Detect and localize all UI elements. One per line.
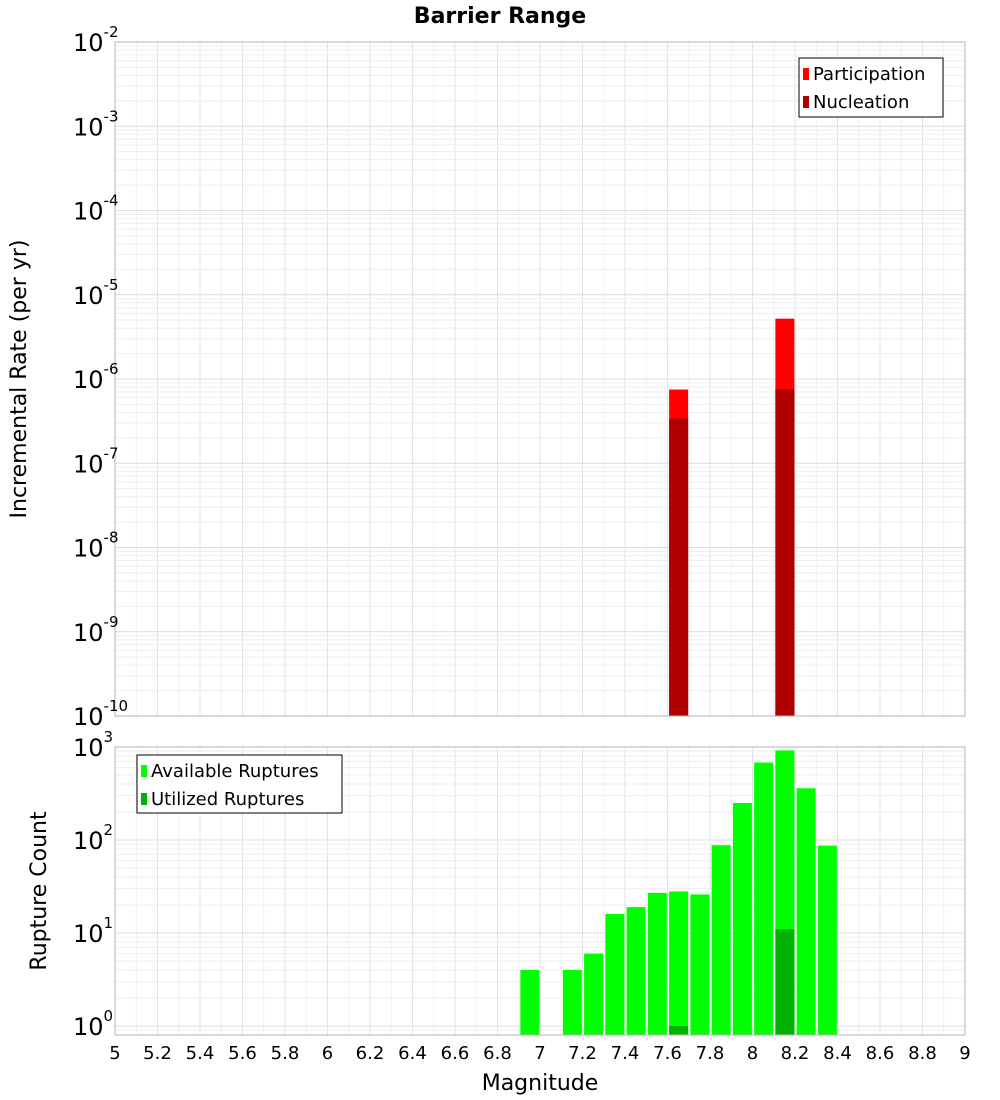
top-y-tick-label: 10-7 [73, 444, 119, 478]
bottom-y-tick-label: 103 [73, 728, 113, 762]
bottom-bar-available-ruptures [796, 788, 816, 1035]
top-y-axis-label: Incremental Rate (per yr) [7, 240, 32, 519]
top-y-tick-label: 10-10 [73, 697, 128, 731]
bottom-bar-available-ruptures [732, 802, 752, 1035]
legend-swatch-nucleation [803, 96, 809, 108]
x-tick-label: 8 [747, 1043, 758, 1064]
bottom-bar-available-ruptures [626, 907, 646, 1035]
bottom-bar-available-ruptures [817, 845, 837, 1035]
top-y-tick-label: 10-5 [73, 276, 119, 310]
bottom-y-tick-label: 100 [73, 1007, 113, 1041]
legend-label-nucleation: Nucleation [813, 92, 909, 113]
bottom-panel: 103 102 101 100 5 5.2 5.4 5.6 5.8 6 6.2 6.4 6.6 6.8 7… [27, 728, 971, 1096]
bottom-bar-available-ruptures [520, 969, 540, 1035]
top-gridlines [114, 41, 966, 717]
bottom-bar-available-ruptures [647, 892, 667, 1035]
x-tick-labels: 5 5.2 5.4 5.6 5.8 6 6.2 6.4 6.6 6.8 7 7.2 7.4 7.6 7.8 8… [109, 1043, 970, 1064]
x-tick-label: 8.4 [823, 1043, 852, 1064]
x-tick-label: 8.6 [866, 1043, 895, 1064]
bottom-y-tick-labels: 103 102 101 100 [73, 728, 113, 1041]
top-legend-box [798, 57, 944, 118]
x-tick-label: 7.4 [611, 1043, 640, 1064]
x-tick-label: 5.8 [271, 1043, 300, 1064]
top-y-tick-label: 10-8 [73, 529, 119, 563]
x-tick-label: 6.2 [356, 1043, 385, 1064]
legend-swatch-participation [803, 68, 809, 80]
top-y-tick-label: 10-9 [73, 613, 119, 647]
x-tick-label: 8.8 [908, 1043, 937, 1064]
bottom-legend: Available Ruptures Utilized Ruptures [136, 754, 343, 814]
legend-swatch-available-ruptures [141, 765, 147, 777]
bottom-bar-available-ruptures [584, 953, 604, 1035]
bottom-bar-utilized-ruptures [775, 929, 795, 1035]
chart-title: Barrier Range [414, 4, 586, 29]
x-tick-label: 5 [109, 1043, 120, 1064]
top-panel: 10-2 10-3 10-4 10-5 10-6 10-7 10-8 10-9 10-10 In… [7, 23, 966, 731]
x-tick-label: 7 [534, 1043, 545, 1064]
bottom-bar-available-ruptures [754, 762, 774, 1035]
bottom-bar-available-ruptures [669, 891, 689, 1035]
top-y-tick-label: 10-2 [73, 23, 119, 57]
x-tick-label: 6.8 [483, 1043, 512, 1064]
top-bar-nucleation [669, 418, 689, 716]
x-tick-label: 5.6 [228, 1043, 257, 1064]
top-y-tick-labels: 10-2 10-3 10-4 10-5 10-6 10-7 10-8 10-9 10-10 [73, 23, 128, 731]
x-tick-label: 9 [959, 1043, 970, 1064]
bottom-bar-available-ruptures [690, 894, 710, 1035]
x-tick-label: 5.2 [143, 1043, 172, 1064]
top-plot-frame [114, 41, 966, 717]
bottom-plot-frame [114, 746, 966, 1036]
bottom-y-axis-label: Rupture Count [27, 811, 52, 971]
x-tick-label: 8.2 [781, 1043, 810, 1064]
x-tick-label: 5.4 [186, 1043, 215, 1064]
x-tick-label: 7.2 [568, 1043, 597, 1064]
legend-label-participation: Participation [813, 64, 925, 85]
bottom-y-tick-label: 102 [73, 821, 113, 855]
bottom-bar-available-ruptures [711, 845, 731, 1035]
legend-label-utilized-ruptures: Utilized Ruptures [151, 789, 304, 810]
bottom-bar-utilized-ruptures [669, 1025, 689, 1035]
bottom-bar-available-ruptures [605, 914, 625, 1035]
top-legend: Participation Nucleation [798, 57, 944, 118]
x-tick-label: 7.6 [653, 1043, 682, 1064]
legend-label-available-ruptures: Available Ruptures [151, 761, 319, 782]
top-y-tick-label: 10-6 [73, 360, 119, 394]
top-bar-nucleation [775, 389, 795, 716]
top-bars [669, 318, 795, 716]
legend-swatch-utilized-ruptures [141, 793, 147, 805]
x-tick-label: 7.8 [696, 1043, 725, 1064]
bottom-y-tick-label: 101 [73, 914, 113, 948]
x-axis-label: Magnitude [482, 1071, 599, 1096]
top-y-tick-label: 10-4 [73, 192, 119, 226]
top-y-tick-label: 10-3 [73, 107, 119, 141]
bottom-bars [520, 750, 837, 1035]
x-tick-label: 6.6 [441, 1043, 470, 1064]
x-tick-label: 6.4 [398, 1043, 427, 1064]
bottom-bar-available-ruptures [562, 969, 582, 1035]
x-tick-label: 6 [322, 1043, 333, 1064]
bottom-legend-box [136, 754, 343, 814]
